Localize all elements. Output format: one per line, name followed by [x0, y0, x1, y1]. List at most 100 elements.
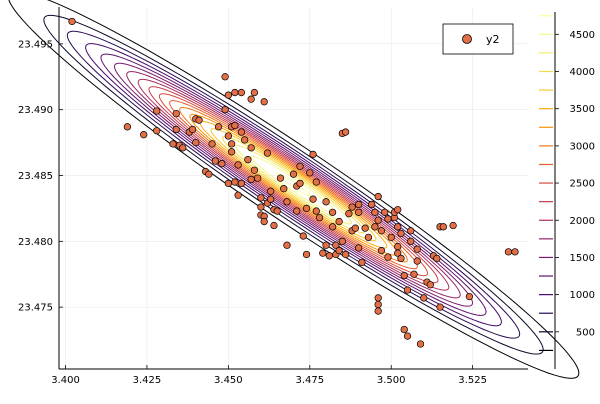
scatter-point — [263, 149, 272, 157]
scatter-series — [68, 17, 519, 348]
scatter-point — [374, 300, 382, 309]
scatter-point — [247, 144, 255, 152]
scatter-point — [328, 208, 337, 217]
scatter-point — [403, 286, 412, 294]
scatter-point — [394, 242, 402, 251]
colorbar-tick-label: 3000 — [570, 141, 595, 152]
scatter-point — [267, 187, 275, 195]
scatter-point — [354, 208, 363, 217]
scatter-point — [413, 245, 421, 253]
scatter-point — [394, 223, 402, 231]
scatter-point — [302, 250, 311, 259]
scatter-point — [293, 207, 301, 215]
scatter-point — [283, 241, 291, 249]
scatter-point — [254, 174, 262, 182]
legend-label: y2 — [486, 33, 500, 46]
scatter-point — [354, 200, 363, 209]
scatter-point — [227, 140, 236, 148]
scatter-point — [188, 125, 197, 134]
scatter-point — [374, 216, 382, 224]
scatter-point — [231, 178, 239, 186]
scatter-point — [341, 250, 350, 259]
scatter-point — [267, 195, 275, 203]
scatter-point — [374, 192, 382, 201]
scatter-point — [322, 198, 330, 206]
scatter-point — [299, 232, 307, 240]
scatter-point — [172, 125, 180, 134]
x-tick-label: 3.525 — [458, 375, 487, 386]
scatter-point — [416, 340, 425, 348]
scatter-point — [224, 132, 233, 140]
scatter-point — [364, 233, 373, 242]
x-tick-label: 3.400 — [51, 375, 80, 386]
x-tick-label: 3.450 — [214, 375, 243, 386]
colorbar-tick-label: 3500 — [570, 104, 595, 115]
scatter-point — [384, 253, 392, 261]
scatter-point — [407, 237, 415, 245]
scatter-point — [436, 303, 444, 311]
scatter-point — [332, 241, 340, 249]
scatter-point — [354, 244, 363, 252]
contour-line — [85, 43, 502, 327]
scatter-point — [68, 17, 76, 26]
contour-line — [113, 62, 474, 307]
y-tick-label: 23.480 — [18, 237, 53, 248]
colorbar-tick-label: 4000 — [570, 67, 595, 78]
contour-line — [179, 107, 408, 263]
y-axis-ticks: 23.475 23.480 23.485 23.490 23.495 — [18, 39, 63, 314]
y-tick-label: 23.475 — [18, 303, 53, 314]
scatter-point — [218, 159, 226, 168]
contour-line — [210, 128, 377, 242]
contour-line — [158, 93, 429, 277]
scatter-point — [325, 252, 333, 260]
scatter-point — [296, 162, 304, 170]
scatter-point — [439, 223, 447, 231]
plot-area — [59, 7, 528, 369]
y-tick-label: 23.495 — [18, 39, 53, 50]
scatter-point — [384, 215, 392, 223]
scatter-point — [153, 107, 161, 115]
scatter-point — [387, 233, 395, 242]
scatter-point — [338, 237, 347, 245]
scatter-point — [319, 249, 327, 257]
scatter-point — [309, 195, 317, 203]
colorbar: 500 1000 1500 2000 2500 3000 3500 4000 4500 — [539, 12, 595, 369]
scatter-point — [413, 257, 421, 265]
scatter-point — [371, 208, 379, 217]
scatter-point — [257, 194, 265, 202]
scatter-point — [224, 91, 233, 99]
scatter-point — [341, 128, 350, 136]
legend-box — [442, 23, 514, 55]
scatter-point — [270, 221, 278, 230]
scatter-point — [214, 123, 223, 131]
scatter-point — [208, 140, 216, 148]
scatter-point — [449, 221, 457, 230]
scatter-point — [328, 223, 337, 231]
scatter-point — [179, 144, 187, 152]
scatter-point — [140, 131, 148, 139]
x-axis-ticks: 3.400 3.425 3.450 3.475 3.500 3.525 — [51, 365, 487, 386]
scatter-point — [250, 166, 259, 174]
colorbar-tick-label: 1000 — [570, 290, 595, 301]
scatter-point — [397, 254, 405, 263]
scatter-point — [400, 325, 408, 334]
scatter-point — [296, 179, 304, 188]
scatter-point — [400, 271, 408, 280]
scatter-point — [247, 175, 255, 184]
scatter-point — [377, 227, 386, 235]
scatter-point — [377, 246, 386, 255]
contour-line — [222, 136, 365, 234]
contour-line — [250, 155, 337, 214]
scatter-point — [315, 213, 324, 222]
scatter-point — [371, 223, 379, 231]
scatter-point — [345, 210, 353, 218]
contour-line — [66, 30, 521, 339]
scatter-point — [306, 169, 314, 177]
scatter-point — [394, 206, 402, 214]
legend: y2 — [442, 23, 514, 55]
x-tick-label: 3.425 — [133, 375, 162, 386]
legend-marker — [462, 34, 472, 44]
scatter-point — [153, 127, 161, 135]
scatter-point — [368, 200, 376, 209]
